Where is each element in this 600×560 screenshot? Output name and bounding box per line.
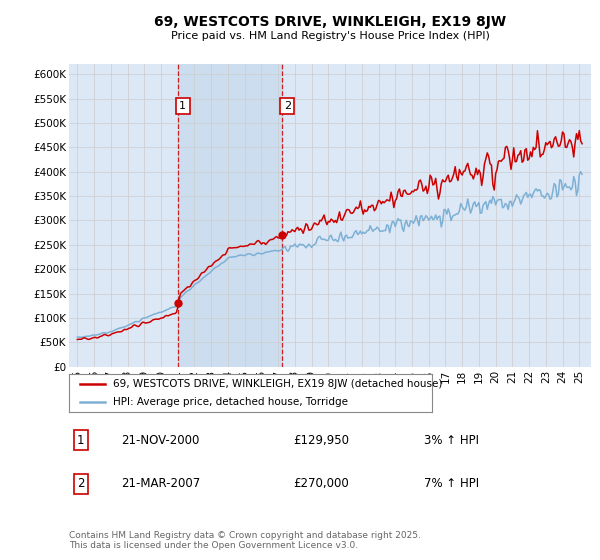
Text: 2: 2 (77, 477, 85, 490)
Bar (178, 64, 283, 367)
Text: 69, WESTCOTS DRIVE, WINKLEIGH, EX19 8JW (detached house): 69, WESTCOTS DRIVE, WINKLEIGH, EX19 8JW … (113, 379, 442, 389)
Text: HPI: Average price, detached house, Torridge: HPI: Average price, detached house, Torr… (113, 397, 347, 407)
Text: 69, WESTCOTS DRIVE, WINKLEIGH, EX19 8JW: 69, WESTCOTS DRIVE, WINKLEIGH, EX19 8JW (154, 15, 506, 29)
Text: 2: 2 (284, 101, 291, 111)
Text: 21-NOV-2000: 21-NOV-2000 (121, 434, 200, 447)
Text: 21-MAR-2007: 21-MAR-2007 (121, 477, 200, 490)
Text: 3% ↑ HPI: 3% ↑ HPI (424, 434, 479, 447)
Text: 7% ↑ HPI: 7% ↑ HPI (424, 477, 479, 490)
Text: £129,950: £129,950 (293, 434, 349, 447)
Text: Contains HM Land Registry data © Crown copyright and database right 2025.
This d: Contains HM Land Registry data © Crown c… (69, 530, 421, 550)
Text: £270,000: £270,000 (293, 477, 349, 490)
Text: Price paid vs. HM Land Registry's House Price Index (HPI): Price paid vs. HM Land Registry's House … (170, 31, 490, 41)
Text: 1: 1 (77, 434, 85, 447)
Text: 1: 1 (179, 101, 186, 111)
